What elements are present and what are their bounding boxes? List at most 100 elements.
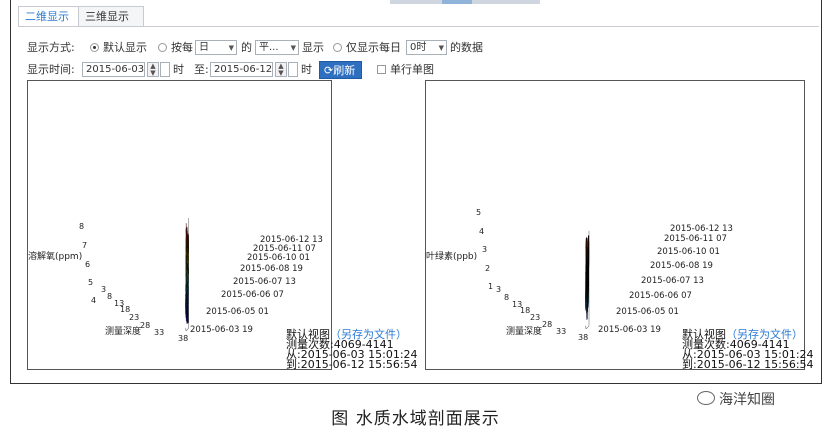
chevron-down-icon: ▼ [438,44,444,52]
z-tick: 7 [82,241,88,250]
surface-plot-oxygen[interactable] [28,81,332,370]
save-as-file-link[interactable]: （另存为文件） [330,328,407,341]
depth-tick: 28 [542,320,553,329]
depth-tick: 33 [154,328,165,337]
show-label: 显示 [302,41,324,54]
stat-select[interactable]: 平... ▼ [255,40,299,55]
of-label: 的 [241,41,252,54]
start-hour-input[interactable] [160,62,170,77]
depth-tick: 13 [114,299,125,308]
z-tick: 5 [88,278,94,287]
tab-divider [18,26,819,27]
date-tick: 2015-06-11 07 [253,244,316,254]
radio-by-each[interactable] [158,43,167,52]
y-axis-label: 叶绿素(ppb) [426,252,478,262]
date-tick: 2015-06-10 01 [247,253,310,263]
panel-info-chlorophyll: 默认视图（另存为文件） 测量次数:4069-4141 从:2015-06-03 … [682,328,814,371]
date-tick: 2015-06-03 19 [598,325,661,335]
unit-select[interactable]: 日 ▼ [195,40,237,55]
wechat-icon [697,391,715,405]
depth-tick: 23 [530,313,541,322]
date-tick: 2015-06-03 19 [190,325,253,335]
data-suffix-label: 的数据 [450,41,483,54]
radio-only-daily[interactable] [333,43,342,52]
refresh-button-label: 刷新 [333,64,356,77]
depth-tick: 18 [120,305,131,314]
z-tick: 8 [79,222,85,231]
axis-line [585,325,590,330]
date-tick: 2015-06-05 01 [616,307,679,317]
date-tick: 2015-06-11 07 [664,234,727,244]
depth-tick: 38 [178,334,189,343]
single-row-checkbox[interactable] [377,65,386,74]
count-label: 测量次数: [286,338,334,351]
chevron-down-icon: ▼ [228,44,234,52]
axis-line [185,327,189,332]
unit-select-value: 日 [199,42,209,53]
default-display-label: 默认显示 [103,41,147,54]
display-mode-row: 显示方式: 默认显示 按每 日 ▼ 的 平... ▼ 显示 仅显示每日 0时 ▼ 的数… [27,39,527,57]
date-tick: 2015-06-06 07 [629,291,692,301]
watermark: 海洋知圈 [697,389,775,409]
refresh-icon: ⟳ [324,64,334,77]
depth-tick: 33 [556,327,567,336]
count-value: 4069-4141 [333,338,394,351]
z-tick: 1 [488,282,494,291]
chart-panel-oxygen: 溶解氧(ppm) 8 7 6 5 4 2015-06-12 13 2015-06… [27,80,332,370]
z-tick: 2 [485,264,491,273]
axis-line [588,303,590,307]
hour-select[interactable]: 0时 ▼ [406,40,447,55]
count-label: 测量次数: [682,338,730,351]
z-tick: 5 [476,208,482,217]
date-tick: 2015-06-10 01 [657,247,720,257]
refresh-button[interactable]: ⟳刷新 [319,61,362,79]
from-value: 2015-06-03 15:01:24 [696,348,814,361]
date-tick: 2015-06-07 13 [641,276,704,286]
chevron-down-icon: ▼ [290,44,296,52]
surface-plot-chlorophyll[interactable] [426,81,805,370]
from-label: 从: [286,348,301,361]
panel-info-oxygen: 默认视图（另存为文件） 测量次数:4069-4141 从:2015-06-03 … [286,328,418,371]
display-mode-label: 显示方式: [27,41,75,54]
end-hour-unit: 时 [301,63,312,76]
end-hour-stepper[interactable]: ▲ ▼ [275,62,287,77]
default-view-label: 默认视图 [286,328,330,341]
to-label: 到: [682,358,697,371]
end-date-input[interactable]: 2015-06-12 [210,62,273,77]
date-tick: 2015-06-08 19 [240,264,303,274]
by-each-label: 按每 [171,41,193,54]
radio-default-display[interactable] [90,43,99,52]
to-label: 到: [286,358,301,371]
to-value: 2015-06-12 15:56:54 [696,358,814,371]
tab-2d[interactable]: 二维显示 [18,6,89,26]
default-view-label: 默认视图 [682,328,726,341]
axis-line [585,325,587,330]
depth-tick: 38 [578,333,589,342]
save-as-file-link[interactable]: （另存为文件） [726,328,803,341]
start-date-input[interactable]: 2015-06-03 [82,62,145,77]
only-daily-label: 仅显示每日 [346,41,401,54]
depth-tick: 8 [504,293,510,302]
watermark-text: 海洋知圈 [719,392,775,408]
display-time-label: 显示时间: [27,63,75,76]
z-tick: 3 [482,245,488,254]
chart-panel-chlorophyll: 叶绿素(ppb) 5 4 3 2 1 2015-06-12 13 2015-06… [425,80,805,370]
figure-caption: 图 水质水域剖面展示 [331,409,500,429]
depth-tick: 8 [107,292,113,301]
stat-select-value: 平... [259,42,279,53]
date-tick: 2015-06-12 13 [670,224,733,234]
hour-select-value: 0时 [410,42,427,53]
to-label: 至: [194,63,209,76]
tab-3d[interactable]: 三维显示 [78,6,144,26]
display-time-row: 显示时间: 2015-06-03 ▲ ▼ 时 至: 2015-06-12 ▲ ▼ 时… [27,61,467,79]
depth-tick: 18 [520,306,531,315]
top-scroll-strip[interactable] [390,0,540,4]
start-hour-stepper[interactable]: ▲ ▼ [147,62,159,77]
to-value: 2015-06-12 15:56:54 [300,358,418,371]
depth-tick: 13 [512,300,523,309]
z-tick: 4 [479,227,485,236]
date-tick: 2015-06-07 13 [233,277,296,287]
date-tick: 2015-06-06 07 [221,290,284,300]
end-hour-input[interactable] [288,62,298,77]
date-tick: 2015-06-08 19 [650,261,713,271]
